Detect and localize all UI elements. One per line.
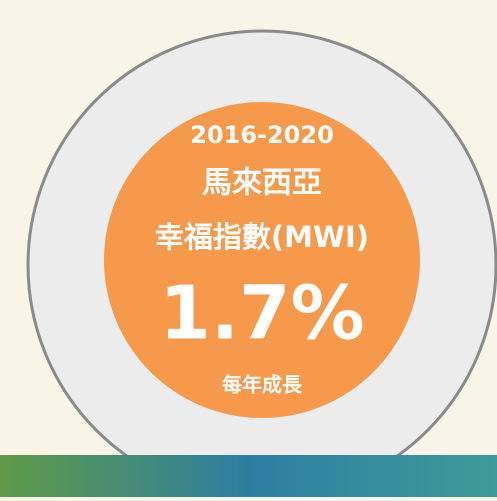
bottom-strip: [0, 455, 497, 497]
inner-circle: [104, 102, 420, 418]
caption: 每年成長: [222, 373, 303, 397]
country: 馬來西亞: [202, 166, 322, 201]
figure: 1.7%: [159, 271, 364, 357]
index-name: 幸福指數(MWI): [155, 220, 369, 254]
period: 2016-2020: [190, 121, 334, 149]
